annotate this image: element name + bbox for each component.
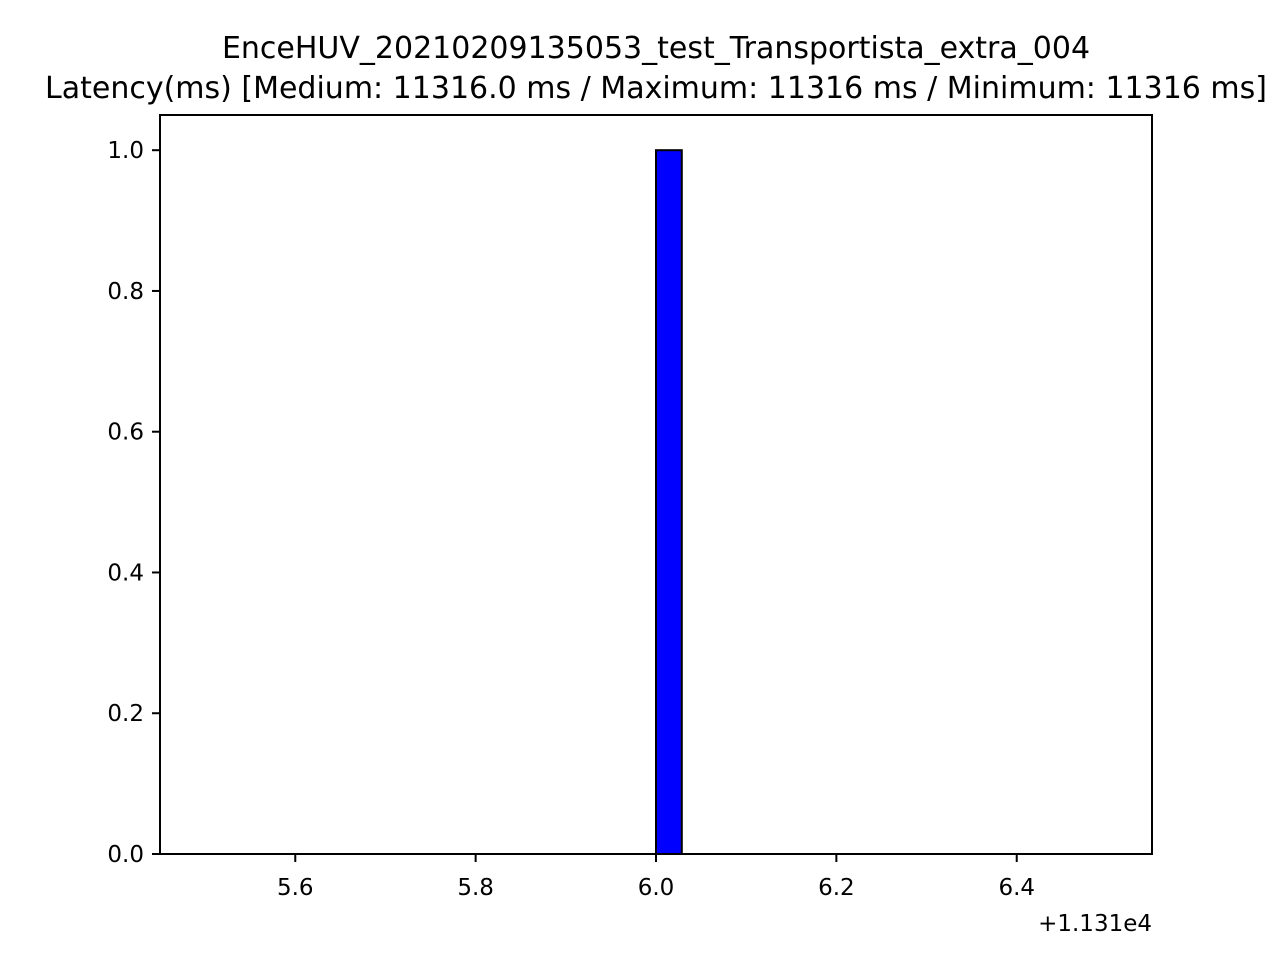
y-tick-label: 0.4: [107, 560, 144, 586]
x-tick-label: 6.0: [638, 875, 675, 901]
bars-layer: [655, 149, 683, 855]
y-tick-label: 0.6: [107, 420, 144, 446]
y-tick-label: 1.0: [107, 138, 144, 164]
x-tick-label: 5.6: [277, 875, 314, 901]
x-tick-label: 6.2: [818, 875, 855, 901]
y-tick-label: 0.0: [107, 842, 144, 868]
x-axis: 5.6 5.8 6.0 6.2 6.4: [277, 854, 1035, 901]
x-axis-offset-label: +1.131e4: [1038, 911, 1152, 937]
y-axis: 0.0 0.2 0.4 0.6 0.8 1.0: [107, 138, 160, 868]
chart-title: EnceHUV_20210209135053_test_Transportist…: [222, 31, 1090, 66]
chart-subtitle: Latency(ms) [Medium: 11316.0 ms / Maximu…: [45, 71, 1267, 106]
y-tick-label: 0.2: [107, 701, 144, 727]
x-tick-label: 5.8: [457, 875, 494, 901]
histogram-bar-0: [655, 149, 683, 855]
y-tick-label: 0.8: [107, 279, 144, 305]
x-tick-label: 6.4: [998, 875, 1035, 901]
